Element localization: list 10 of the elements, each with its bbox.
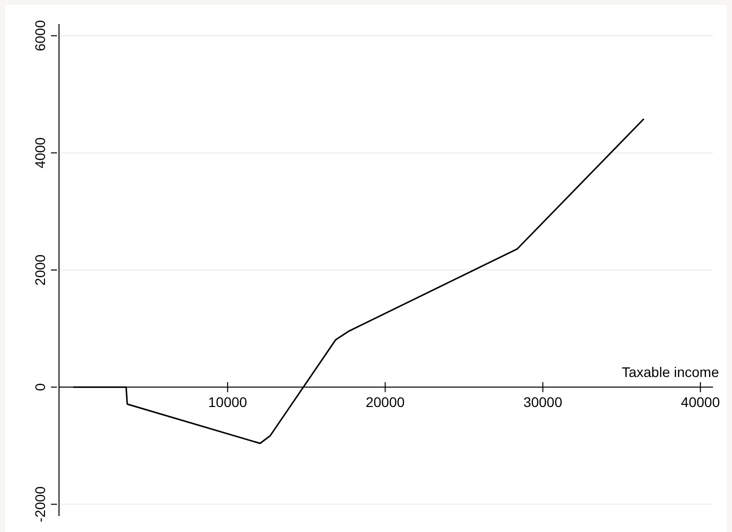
y-tick-label: -2000 [32,486,48,522]
x-axis-title: Taxable income [622,364,720,380]
y-tick-label: 2000 [32,254,48,286]
x-tick-label: 10000 [208,394,248,410]
x-tick-label: 20000 [366,394,405,410]
x-tick-label: 40000 [680,394,720,410]
x-tick-label: 30000 [523,394,562,410]
y-tick-label: 6000 [32,20,48,52]
y-tick-label: 4000 [32,137,48,168]
y-tick-label: 0 [32,383,48,392]
